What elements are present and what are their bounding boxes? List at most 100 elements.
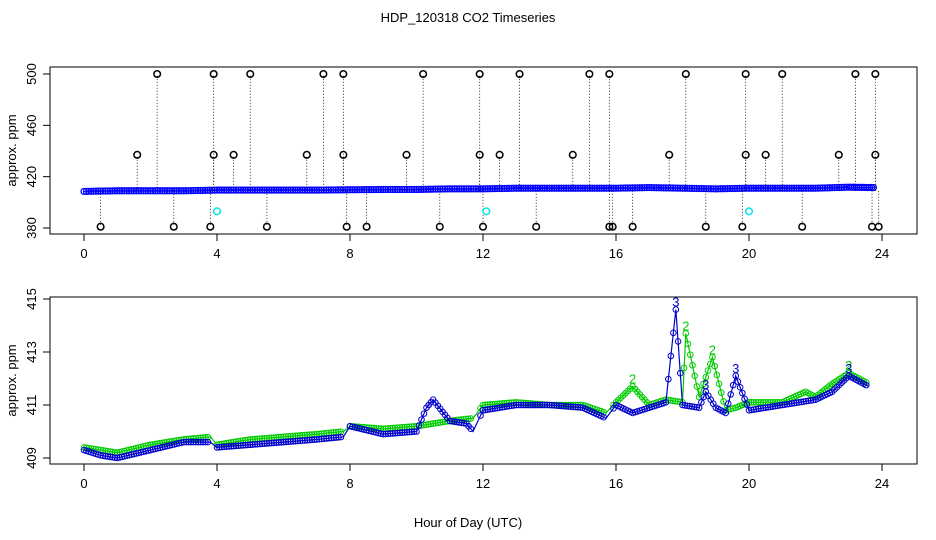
series-point [536,401,544,409]
series-point [403,428,411,436]
y-tick-label: 411 [24,395,39,416]
x-tick-label: 4 [213,476,220,491]
y-tick-label: 380 [24,217,39,239]
x-tick-label: 0 [80,246,87,261]
excursion-point [169,222,178,231]
series-point [531,401,539,409]
series-point [420,410,428,417]
series-point [320,435,328,443]
x-tick-label: 8 [346,246,353,261]
excursion-point [302,150,311,159]
series-point [199,438,207,446]
series-point [455,419,463,426]
series-point [769,403,777,410]
series-point [567,403,575,411]
baseline-point [351,186,359,194]
baseline-point [182,187,190,195]
baseline-point [123,187,131,195]
baseline-point [491,185,499,193]
baseline-point [586,184,594,192]
peak-label: 3 [702,377,709,392]
baseline-point [206,186,214,194]
series-point [318,435,325,443]
figure-title: HDP_120318 CO2 Timeseries [381,10,556,25]
baseline-point [690,184,698,193]
baseline-point [600,184,608,192]
series-point [679,401,686,409]
baseline-point [674,184,682,192]
series-point [686,351,694,358]
baseline-point [232,186,240,194]
excursion-point [475,150,484,159]
series-point [752,405,760,413]
baseline-point [612,184,620,192]
series-point [539,401,546,409]
series-point [672,306,680,313]
series-point [674,338,682,345]
series-point [244,441,252,449]
baseline-point [177,187,185,195]
series-point [520,401,527,409]
baseline-point [379,185,387,194]
baseline-point [512,184,520,192]
series-point [436,419,444,426]
series-point [722,409,730,417]
series-point [739,389,746,397]
baseline-point [327,186,335,194]
series-point [263,440,271,447]
baseline-point [282,186,290,194]
series-point [313,436,321,443]
series-point [467,415,474,422]
baseline-point [154,187,162,195]
series-point [569,403,577,411]
series-point [109,453,116,461]
baseline-point [284,186,292,194]
baseline-point [681,184,689,192]
baseline-point [757,184,765,192]
baseline-point [581,184,589,192]
excursion-point [834,150,843,159]
x-tick-label: 12 [476,476,490,491]
baseline-point [659,184,668,192]
excursion-point [96,222,105,231]
series-point [242,441,249,449]
baseline-point [196,186,204,195]
baseline-point [244,186,252,194]
series-point [382,430,389,438]
baseline-point [624,184,632,192]
peak-label: 2 [845,358,852,373]
baseline-point [562,184,570,192]
baseline-point [291,186,299,194]
series-point [446,417,454,425]
baseline-point [436,185,444,193]
baseline-point [678,184,687,192]
series-point [303,436,311,444]
series-point [755,405,762,413]
series-point [546,401,553,409]
series-point [802,397,810,405]
series-point [534,401,541,409]
baseline-point [771,184,779,192]
x-tick-label: 16 [609,246,623,261]
baseline-point [127,187,136,195]
series-point [681,402,689,409]
series-point [503,403,511,410]
series-point [776,402,784,409]
series-point [232,442,240,450]
baseline-point [341,186,349,194]
baseline-point [764,184,772,192]
baseline-point [405,185,413,194]
excursion-point [478,222,488,231]
series-point [299,437,306,444]
baseline-point [500,184,508,193]
excursion-point [209,150,218,159]
series-point [489,405,496,413]
series-point [695,393,703,401]
baseline-point [671,184,679,192]
baseline-point [325,186,333,194]
series-point [391,429,399,437]
baseline-point [638,184,646,192]
series-point [691,403,698,411]
baseline-point [249,186,257,194]
